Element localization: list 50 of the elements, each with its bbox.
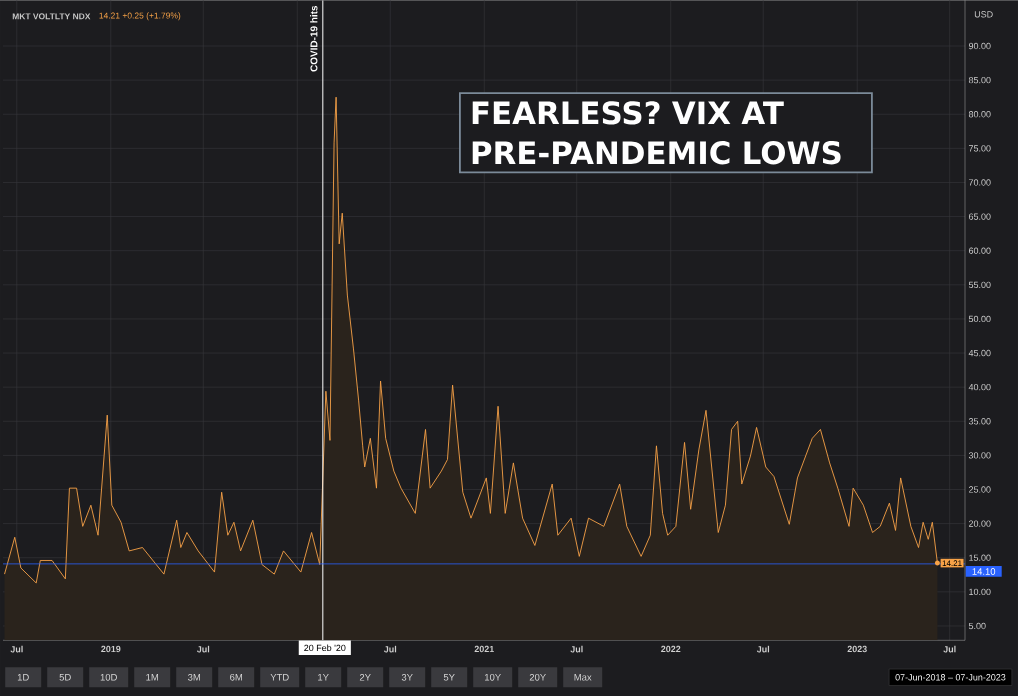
y-tick-label: 65.00	[968, 213, 991, 220]
y-tick-label: 5.00	[968, 622, 986, 630]
y-tick-label: 35.00	[968, 417, 991, 425]
y-tick-label: 25.00	[968, 486, 991, 493]
text: YTD	[270, 673, 289, 681]
y-tick-label: 85.00	[968, 76, 991, 84]
text: 1D	[17, 673, 29, 681]
x-tick-label: 2019	[101, 645, 121, 653]
text: 20 Feb '20	[304, 644, 346, 651]
y-tick-label: 55.00	[968, 281, 991, 288]
text: MKT VOLTLTY NDX	[12, 13, 91, 20]
y-tick-label: 70.00	[968, 179, 991, 186]
y-tick-label: 45.00	[968, 349, 991, 357]
y-tick-label: 80.00	[968, 110, 991, 118]
y-tick-label: 50.00	[968, 315, 991, 322]
y-tick-label: 40.00	[968, 383, 991, 391]
y-tick-label: 10.00	[969, 588, 991, 595]
y-tick-label: 20.00	[968, 520, 991, 527]
text: 1M	[146, 673, 158, 681]
text: 5Y	[443, 673, 455, 681]
y-tick-label: 90.00	[968, 42, 991, 50]
text: 10D	[100, 673, 117, 681]
text: 20Y	[529, 673, 546, 681]
text: 5D	[59, 673, 71, 681]
y-tick-label: 60.00	[968, 247, 991, 254]
annotation: 14.21 +0.25 (+1.79%)	[99, 12, 181, 21]
y-tick-label: 15.00	[969, 554, 991, 561]
x-tick-label: Jul	[943, 645, 956, 653]
ref-line-label: 14.10	[972, 567, 996, 575]
text: 6M	[230, 673, 242, 681]
x-tick-label: Jul	[383, 645, 397, 653]
text: Max	[574, 673, 592, 681]
text: 3Y	[401, 673, 413, 681]
x-tick-label: 2023	[847, 645, 867, 653]
y-tick-label: 75.00	[968, 145, 991, 152]
y-tick-label: 30.00	[968, 452, 991, 459]
y-axis-title: USD	[974, 10, 993, 18]
text: 3M	[187, 673, 200, 681]
x-tick-label: Jul	[196, 645, 210, 653]
x-tick-label: Jul	[570, 645, 583, 653]
text: 2Y	[359, 673, 371, 681]
text: 1Y	[318, 673, 329, 681]
x-tick-label: Jul	[756, 645, 770, 653]
x-tick-label: Jul	[10, 645, 23, 653]
text: FEARLESS? VIX AT PRE-PANDEMIC LOWS	[472, 101, 841, 165]
ref-line-label: COVID-19 hits	[310, 5, 318, 72]
x-tick-label: 2022	[661, 645, 681, 653]
text: 10Y	[485, 673, 501, 681]
text: 07-Jun-2018 – 07-Jun-2023	[895, 673, 1006, 681]
x-tick-label: 2021	[474, 645, 494, 653]
